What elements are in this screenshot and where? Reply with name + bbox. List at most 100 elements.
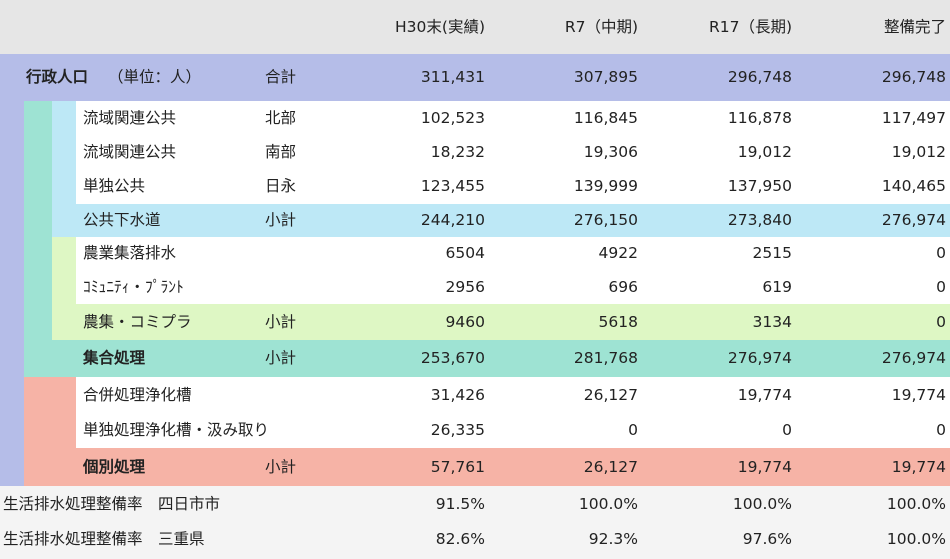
row-sub: 南部 <box>265 143 297 161</box>
header-h30: H30末(実績) <box>395 18 485 36</box>
gyosei-side-band <box>0 101 24 486</box>
row-sub: 小計 <box>265 211 297 229</box>
value-h30: 9460 <box>445 313 485 331</box>
row-sub: 日永 <box>265 177 297 195</box>
value-r7: 26,127 <box>583 386 638 404</box>
value-r7: 139,999 <box>573 177 638 195</box>
value-r17: 3134 <box>752 313 792 331</box>
table-row: 流域関連公共 北部 102,523 116,845 116,878 117,49… <box>0 101 950 135</box>
value-h30: 26,335 <box>430 421 485 439</box>
row-sub: 小計 <box>265 458 297 476</box>
table-row: 農集・コミプラ 小計 9460 5618 3134 0 <box>0 304 950 340</box>
value-r7: 5618 <box>598 313 638 331</box>
footer-band <box>0 486 950 559</box>
value-complete: 0 <box>936 244 946 262</box>
row-label: ｺﾐｭﾆﾃｨ・ﾌﾟﾗﾝﾄ <box>83 278 184 296</box>
value-r7: 0 <box>628 421 638 439</box>
table-header: H30末(実績) R7（中期) R17（長期) 整備完了 <box>0 0 950 54</box>
value-r7: 307,895 <box>573 68 638 86</box>
value-r7: 116,845 <box>573 109 638 127</box>
koukyou-side-band <box>52 101 76 204</box>
value-r17: 273,840 <box>727 211 792 229</box>
table-row: ｺﾐｭﾆﾃｨ・ﾌﾟﾗﾝﾄ 2956 696 619 0 <box>0 270 950 304</box>
value-h30: 253,670 <box>420 349 485 367</box>
value-r17: 276,974 <box>727 349 792 367</box>
row-label: 農集・コミプラ <box>83 313 192 331</box>
header-r7: R7（中期) <box>564 18 638 36</box>
unit-label: （単位：人） <box>108 68 202 86</box>
value-complete: 100.0% <box>886 530 946 548</box>
table-row: 単独処理浄化槽・汲み取り 26,335 0 0 0 <box>0 413 950 448</box>
koukyou-band <box>52 204 950 237</box>
value-h30: 18,232 <box>430 143 485 161</box>
value-complete: 276,974 <box>881 349 946 367</box>
value-r7: 4922 <box>598 244 638 262</box>
table-row: 公共下水道 小計 244,210 276,150 273,840 276,974 <box>0 204 950 237</box>
table-row: 集合処理 小計 253,670 281,768 276,974 276,974 <box>0 340 950 377</box>
row-sub: 合計 <box>265 68 297 86</box>
value-r17: 19,774 <box>737 458 792 476</box>
value-h30: 123,455 <box>420 177 485 195</box>
value-complete: 19,774 <box>891 386 946 404</box>
table-row: 単独公共 日永 123,455 139,999 137,950 140,465 <box>0 169 950 204</box>
value-complete: 19,774 <box>891 458 946 476</box>
value-h30: 2956 <box>445 278 485 296</box>
value-h30: 91.5% <box>435 495 485 513</box>
value-r7: 92.3% <box>588 530 638 548</box>
value-complete: 0 <box>936 313 946 331</box>
table-row: 生活排水処理整備率 三重県 82.6% 92.3% 97.6% 100.0% <box>0 522 950 559</box>
shugo-band <box>24 340 950 377</box>
value-complete: 117,497 <box>881 109 946 127</box>
value-h30: 311,431 <box>420 68 485 86</box>
row-label: 農業集落排水 <box>83 244 177 262</box>
value-r17: 19,774 <box>737 386 792 404</box>
kobetsu-band <box>24 448 950 486</box>
value-h30: 6504 <box>445 244 485 262</box>
row-label: 流域関連公共 <box>83 109 177 127</box>
row-label: 集合処理 <box>83 349 146 367</box>
value-h30: 102,523 <box>420 109 485 127</box>
value-r17: 100.0% <box>732 495 792 513</box>
table-row: 生活排水処理整備率 四日市市 91.5% 100.0% 100.0% 100.0… <box>0 486 950 522</box>
row-label: 個別処理 <box>83 458 146 476</box>
gyosei-band <box>0 54 950 101</box>
value-r17: 0 <box>782 421 792 439</box>
row-sub: 北部 <box>265 109 297 127</box>
row-label: 生活排水処理整備率 四日市市 <box>3 495 221 513</box>
table-row: 流域関連公共 南部 18,232 19,306 19,012 19,012 <box>0 135 950 169</box>
row-label: 流域関連公共 <box>83 143 177 161</box>
value-h30: 57,761 <box>430 458 485 476</box>
value-r7: 281,768 <box>573 349 638 367</box>
value-complete: 19,012 <box>891 143 946 161</box>
nousyu-band <box>52 304 950 340</box>
value-complete: 0 <box>936 278 946 296</box>
value-r17: 2515 <box>752 244 792 262</box>
row-label: 行政人口 <box>26 68 89 86</box>
table-row: 農業集落排水 6504 4922 2515 0 <box>0 237 950 270</box>
value-h30: 31,426 <box>430 386 485 404</box>
table-row: 合併処理浄化槽 31,426 26,127 19,774 19,774 <box>0 377 950 413</box>
value-r17: 619 <box>762 278 792 296</box>
value-complete: 0 <box>936 421 946 439</box>
header-r17: R17（長期) <box>708 18 792 36</box>
row-label: 単独公共 <box>83 177 146 195</box>
table-row: 行政人口 （単位：人） 合計 311,431 307,895 296,748 2… <box>0 54 950 101</box>
value-complete: 140,465 <box>881 177 946 195</box>
value-r7: 276,150 <box>573 211 638 229</box>
value-complete: 100.0% <box>886 495 946 513</box>
nousyu-side-band <box>52 237 76 304</box>
value-r7: 100.0% <box>578 495 638 513</box>
shugo-side-band <box>24 101 52 340</box>
row-label: 合併処理浄化槽 <box>83 386 192 404</box>
row-label: 公共下水道 <box>83 211 161 229</box>
value-r7: 26,127 <box>583 458 638 476</box>
row-label: 生活排水処理整備率 三重県 <box>3 530 205 548</box>
row-sub: 小計 <box>265 313 297 331</box>
value-complete: 296,748 <box>881 68 946 86</box>
value-r17: 137,950 <box>727 177 792 195</box>
row-sub: 小計 <box>265 349 297 367</box>
value-h30: 82.6% <box>435 530 485 548</box>
value-h30: 244,210 <box>420 211 485 229</box>
value-r17: 296,748 <box>727 68 792 86</box>
